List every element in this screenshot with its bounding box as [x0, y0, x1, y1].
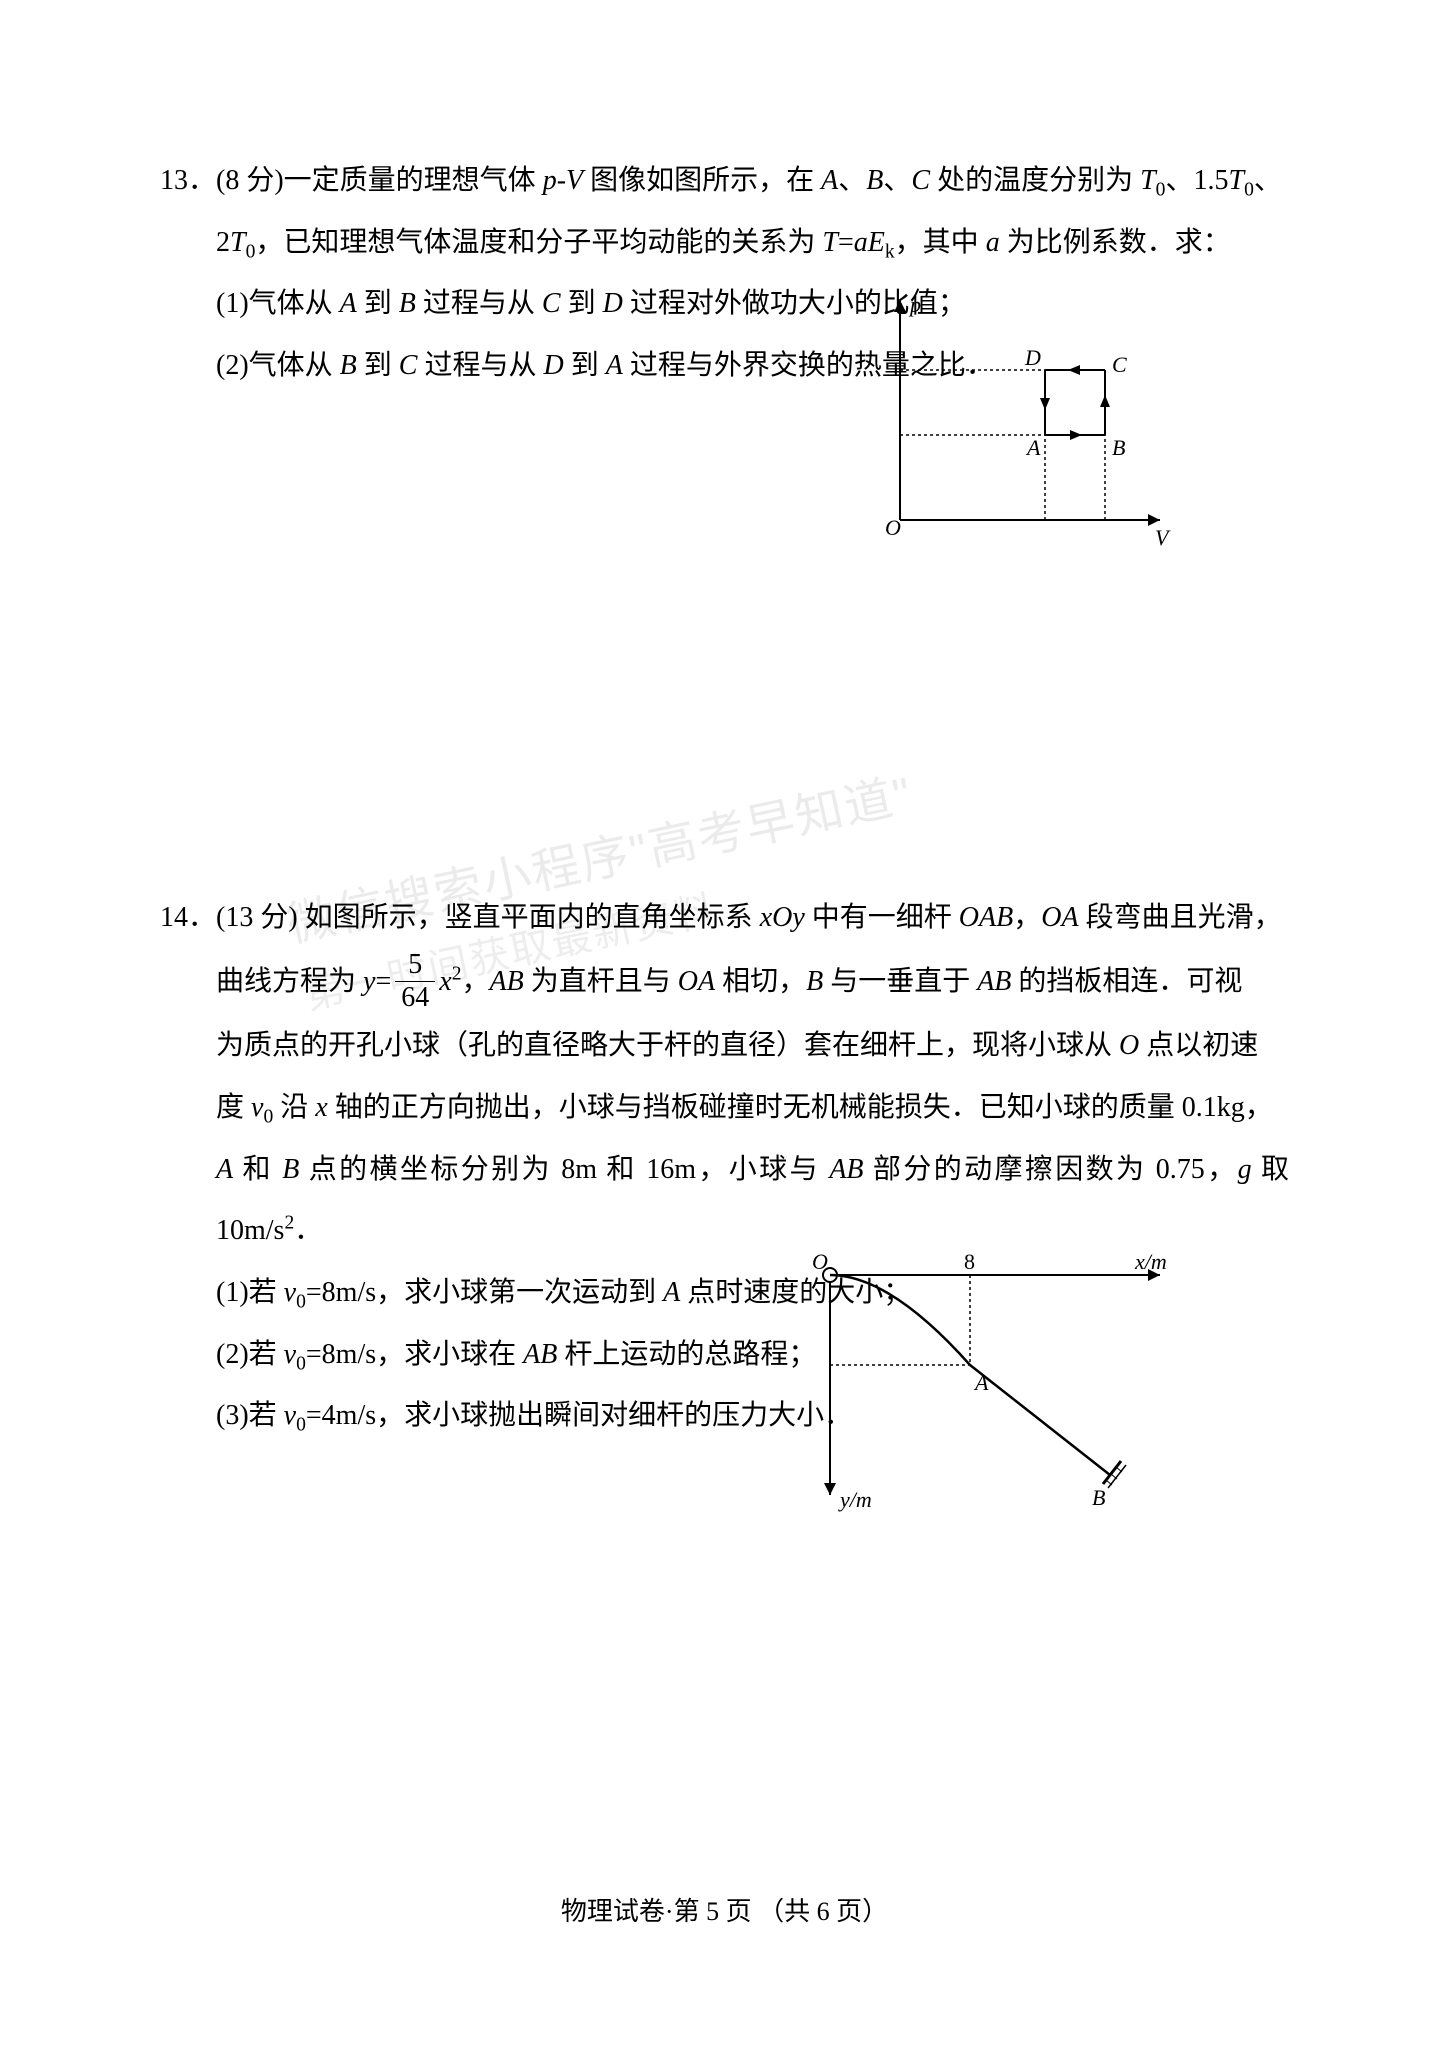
svg-text:B: B [1092, 1485, 1105, 1510]
q14-line2: 曲线方程为 y= 5 64 x2，AB 为直杆且与 OA 相切，B 与一垂直于 … [160, 948, 1289, 1015]
q14-number: 14． [160, 902, 216, 933]
q14-line2-pre: 曲线方程为 y= [216, 948, 391, 1015]
q14-points: (13 分) [216, 902, 305, 933]
svg-text:p: p [908, 292, 921, 317]
frac-numerator: 5 [395, 951, 435, 982]
frac-denominator: 64 [395, 982, 435, 1012]
q13-main-text: 一定质量的理想气体 p-V 图像如图所示，在 A、B、C 处的温度分别为 T0、… [284, 165, 1282, 196]
q13-line1: 13．(8 分)一定质量的理想气体 p-V 图像如图所示，在 A、B、C 处的温… [160, 150, 1289, 212]
pv-diagram: O V p A B C D [850, 290, 1180, 570]
curve-diagram: O x/m y/m 8 A B [790, 1245, 1190, 1525]
fraction: 5 64 [395, 951, 435, 1012]
svg-text:x/m: x/m [1134, 1249, 1167, 1274]
svg-text:V: V [1155, 525, 1171, 550]
svg-text:O: O [812, 1249, 828, 1274]
curve-diagram-svg: O x/m y/m 8 A B [790, 1245, 1190, 1525]
svg-text:O: O [885, 515, 901, 540]
svg-text:8: 8 [964, 1249, 975, 1274]
q13-points: (8 分) [216, 165, 284, 196]
q14-line3: 为质点的开孔小球（孔的直径略大于杆的直径）套在细杆上，现将小球从 O 点以初速 [160, 1015, 1289, 1077]
q13-line2: 2T0，已知理想气体温度和分子平均动能的关系为 T=aEk，其中 a 为比例系数… [160, 212, 1289, 274]
pv-diagram-svg: O V p A B C D [850, 290, 1180, 570]
svg-text:B: B [1112, 435, 1125, 460]
svg-text:D: D [1024, 345, 1041, 370]
svg-text:A: A [1025, 435, 1041, 460]
svg-text:A: A [973, 1370, 989, 1395]
q14-line4: 度 v0 沿 x 轴的正方向抛出，小球与挡板碰撞时无机械能损失．已知小球的质量 … [160, 1077, 1289, 1139]
q13-number: 13． [160, 165, 216, 196]
q14-line5: A 和 B 点的横坐标分别为 8m 和 16m，小球与 AB 部分的动摩擦因数为… [160, 1139, 1289, 1262]
svg-text:y/m: y/m [838, 1487, 872, 1512]
q14-main-text: 如图所示，竖直平面内的直角坐标系 xOy 中有一细杆 OAB，OA 段弯曲且光滑… [305, 902, 1282, 933]
q14-line2-post: x2，AB 为直杆且与 OA 相切，B 与一垂直于 AB 的挡板相连．可视 [439, 948, 1242, 1015]
svg-text:C: C [1112, 352, 1127, 377]
q14-line1: 14．(13 分) 如图所示，竖直平面内的直角坐标系 xOy 中有一细杆 OAB… [160, 887, 1289, 949]
page-footer: 物理试卷·第 5 页 （共 6 页） [0, 1891, 1449, 1928]
